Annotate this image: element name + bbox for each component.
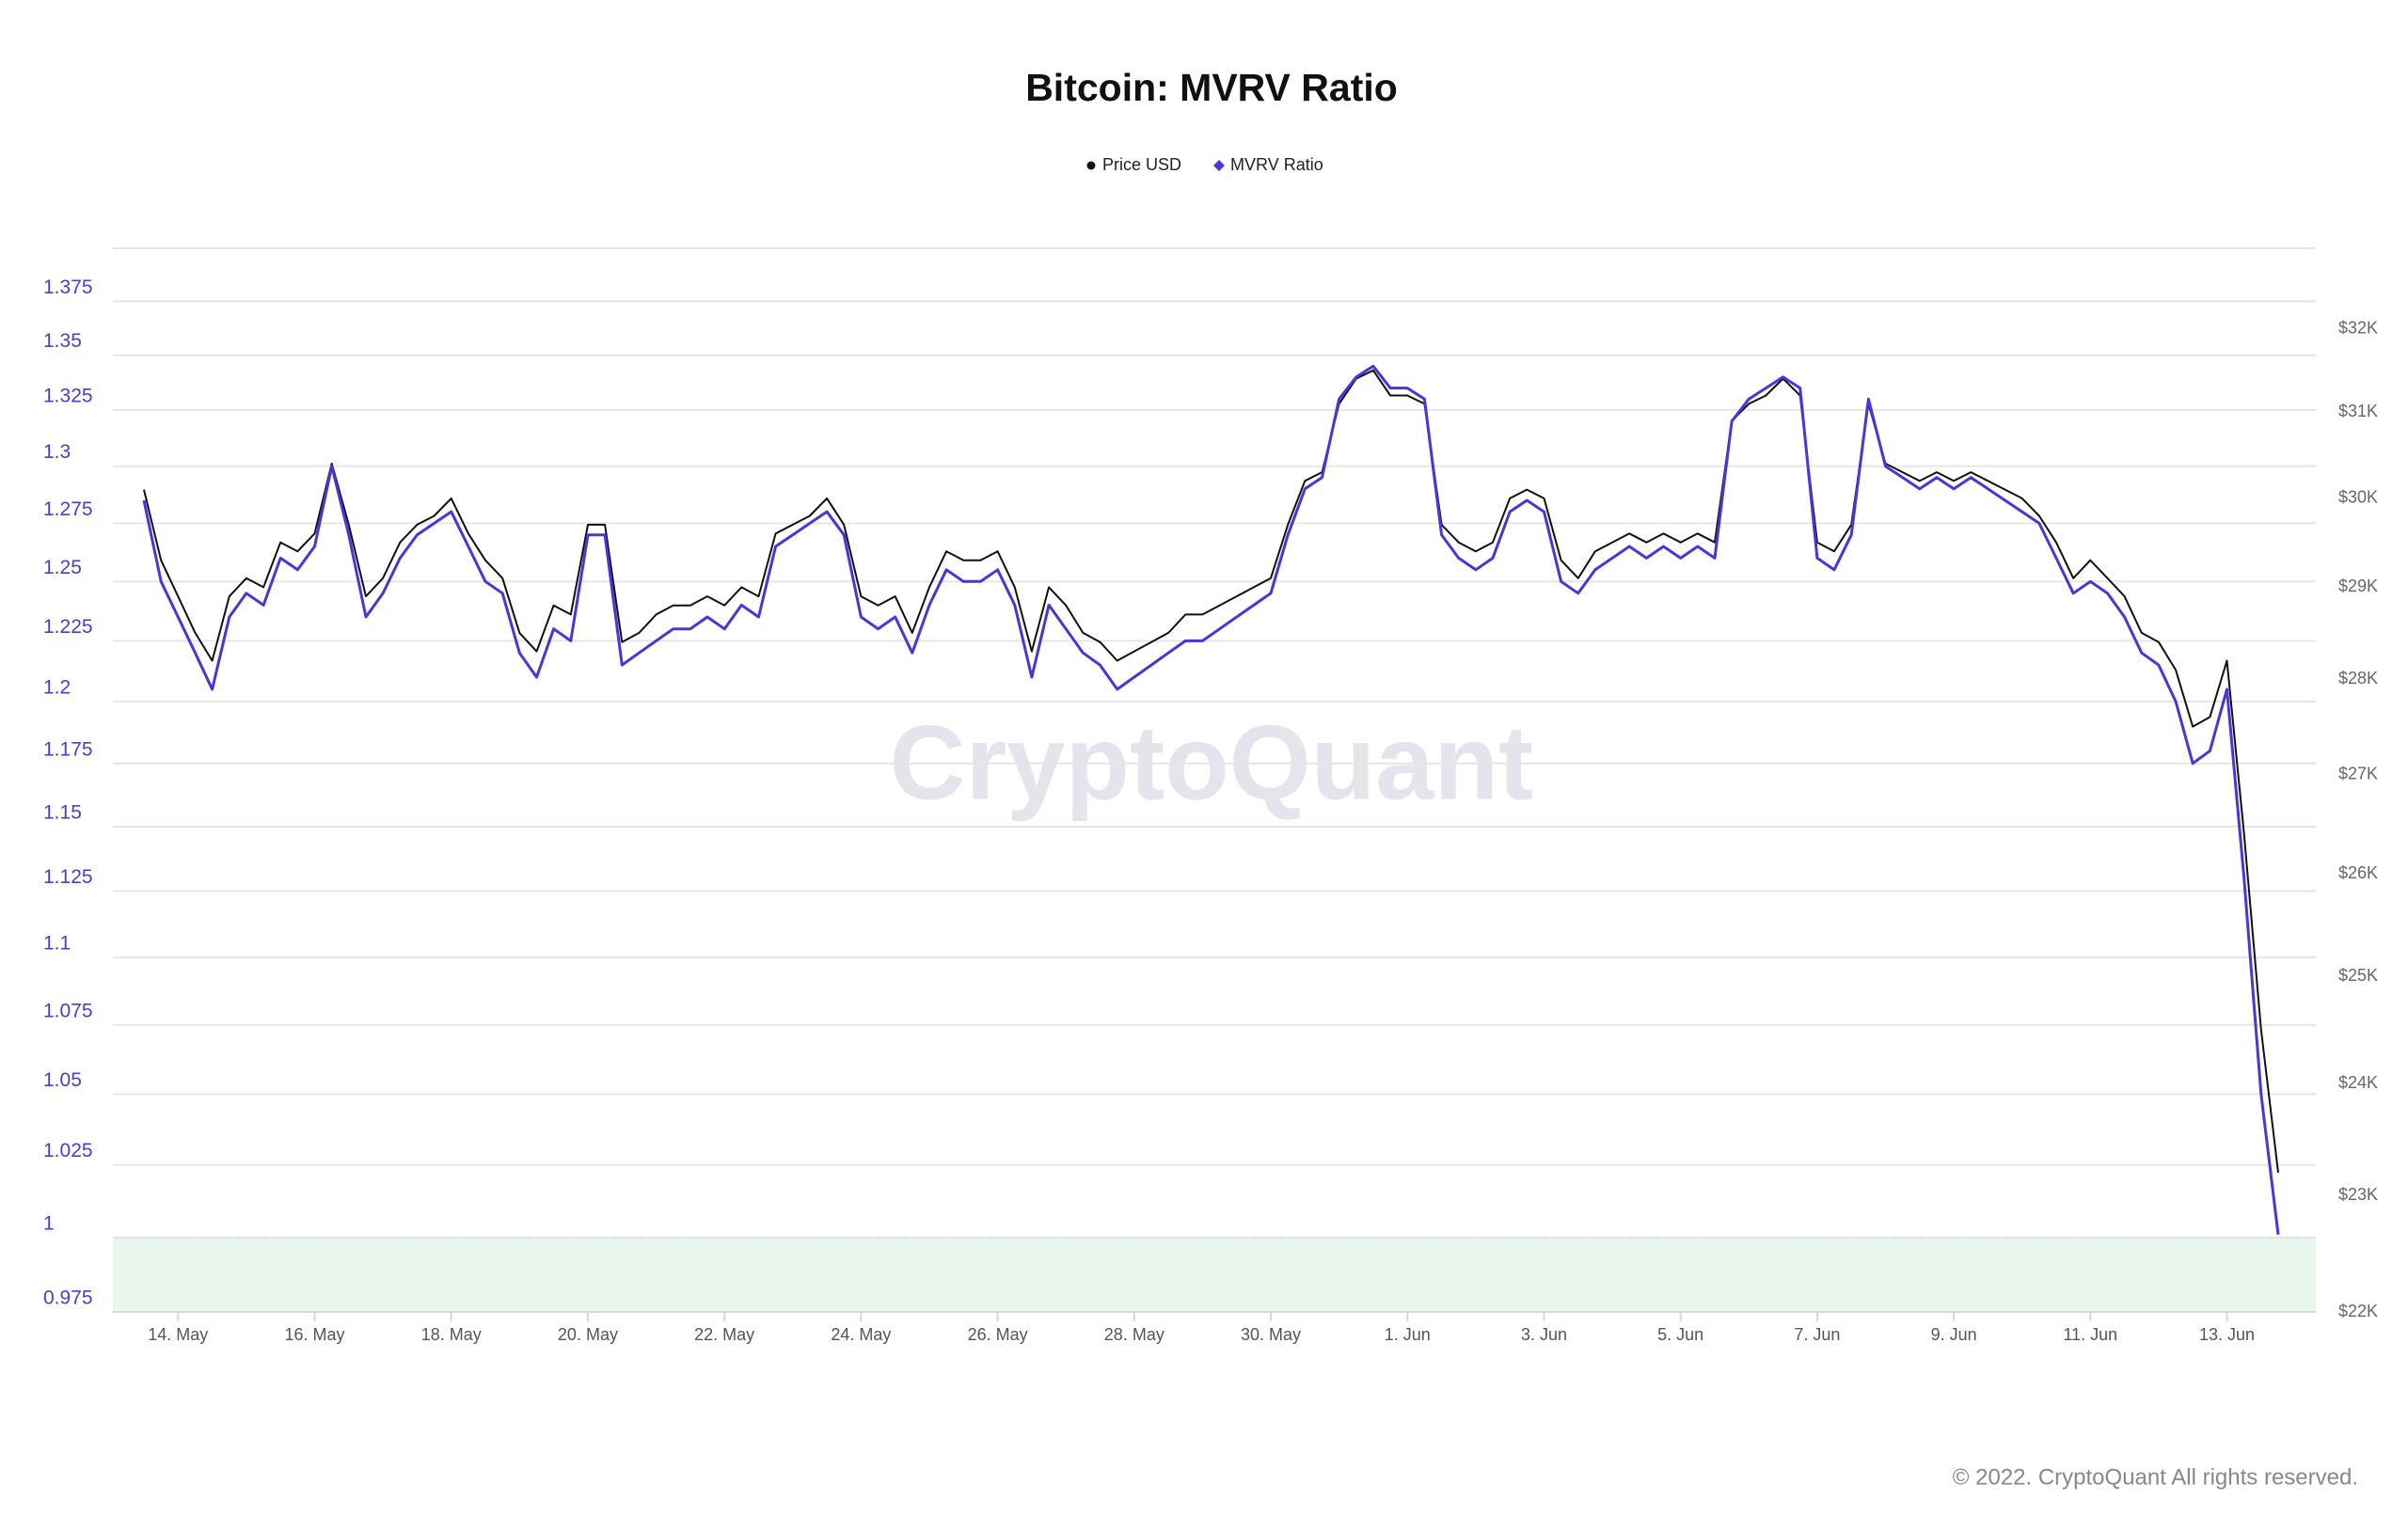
x-tick-label: 1. Jun bbox=[1385, 1325, 1431, 1344]
y2-tick-label: $31K bbox=[2338, 402, 2378, 420]
x-tick-label: 26. May bbox=[968, 1325, 1028, 1344]
y2-tick-label: $27K bbox=[2338, 764, 2378, 782]
x-tick-label: 9. Jun bbox=[1931, 1325, 1977, 1344]
y-tick-label: 1.2 bbox=[43, 676, 71, 698]
y2-tick-label: $29K bbox=[2338, 577, 2378, 595]
x-tick-label: 14. May bbox=[148, 1325, 208, 1344]
x-tick-label: 18. May bbox=[421, 1325, 482, 1344]
y-tick-label: 1.25 bbox=[43, 557, 82, 578]
credit: © 2022. CryptoQuant All rights reserved. bbox=[1953, 1464, 2358, 1490]
y-tick-label: 1.175 bbox=[43, 738, 93, 760]
y-tick-label: 1.075 bbox=[43, 1000, 93, 1021]
x-tick-label: 5. Jun bbox=[1657, 1325, 1703, 1344]
y-tick-label: 1.225 bbox=[43, 616, 93, 638]
y2-tick-label: $23K bbox=[2338, 1185, 2378, 1204]
x-tick-label: 30. May bbox=[1241, 1325, 1301, 1344]
legend-label: Price USD bbox=[1102, 155, 1181, 174]
x-tick-label: 3. Jun bbox=[1521, 1325, 1567, 1344]
x-tick-label: 20. May bbox=[558, 1325, 618, 1344]
plot-band bbox=[113, 1237, 2316, 1312]
x-tick-label: 11. Jun bbox=[2063, 1325, 2117, 1344]
y-tick-label: 1.05 bbox=[43, 1069, 82, 1091]
y-tick-label: 0.975 bbox=[43, 1288, 93, 1309]
y-tick-label: 1.125 bbox=[43, 866, 93, 888]
x-tick-label: 28. May bbox=[1104, 1325, 1164, 1344]
legend-marker bbox=[1213, 160, 1226, 171]
x-tick-label: 16. May bbox=[285, 1325, 345, 1344]
y-tick-label: 1.1 bbox=[43, 932, 71, 954]
y2-tick-label: $32K bbox=[2338, 319, 2378, 338]
y-tick-label: 1.15 bbox=[43, 801, 82, 823]
x-tick-label: 22. May bbox=[694, 1325, 754, 1344]
series-line bbox=[143, 369, 2279, 1174]
y2-tick-label: $26K bbox=[2338, 863, 2378, 882]
series-line bbox=[142, 364, 2280, 1235]
y2-tick-label: $28K bbox=[2338, 669, 2378, 687]
x-tick-label: 24. May bbox=[831, 1325, 891, 1344]
y-tick-label: 1.3 bbox=[43, 441, 71, 463]
y-tick-label: 1.375 bbox=[43, 277, 93, 298]
y-tick-label: 1.025 bbox=[43, 1140, 93, 1161]
y2-tick-label: $24K bbox=[2338, 1073, 2378, 1092]
y2-tick-label: $25K bbox=[2338, 966, 2378, 985]
chart-title: Bitcoin: MVRV Ratio bbox=[1025, 66, 1398, 109]
y2-tick-label: $30K bbox=[2338, 488, 2378, 507]
x-tick-label: 13. Jun bbox=[2199, 1325, 2255, 1344]
legend-label: MVRV Ratio bbox=[1230, 155, 1323, 174]
y-tick-label: 1.325 bbox=[43, 386, 93, 407]
y2-tick-label: $22K bbox=[2338, 1302, 2378, 1320]
y-tick-label: 1.275 bbox=[43, 498, 93, 520]
legend-marker bbox=[1086, 161, 1096, 170]
y-tick-label: 1 bbox=[43, 1212, 55, 1234]
x-tick-label: 7. Jun bbox=[1794, 1325, 1840, 1344]
y-tick-label: 1.35 bbox=[43, 330, 82, 352]
